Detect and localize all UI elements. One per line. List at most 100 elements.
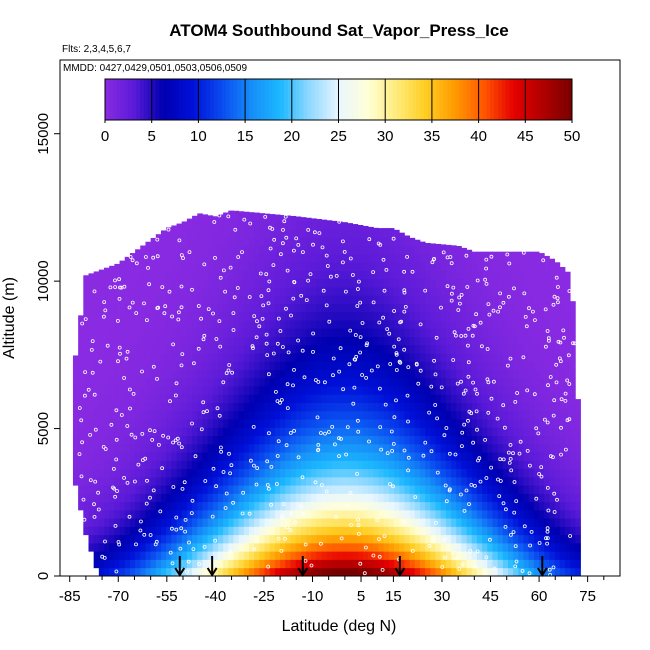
sample-point bbox=[326, 430, 331, 434]
heat-cell bbox=[259, 435, 265, 445]
heat-cell bbox=[192, 526, 198, 536]
sample-point bbox=[248, 221, 253, 226]
heat-cell bbox=[383, 287, 390, 296]
sample-point bbox=[278, 252, 283, 257]
heat-cell bbox=[124, 256, 131, 263]
heat-cell bbox=[104, 386, 110, 395]
heat-cell bbox=[440, 468, 447, 478]
heat-cell bbox=[368, 320, 374, 329]
heat-cell bbox=[476, 369, 483, 379]
heat-cell bbox=[78, 369, 84, 379]
heat-cell bbox=[502, 270, 509, 280]
heat-cell bbox=[378, 485, 385, 494]
sample-point bbox=[364, 343, 369, 348]
heat-cell bbox=[508, 402, 514, 412]
colorbar-tick-label: 30 bbox=[377, 128, 394, 145]
heat-cell bbox=[166, 386, 172, 395]
heat-cell bbox=[482, 320, 488, 329]
heat-cell bbox=[544, 402, 550, 412]
heat-cell bbox=[269, 518, 276, 527]
heat-cell bbox=[347, 328, 354, 337]
heat-cell bbox=[176, 377, 183, 387]
heat-cell bbox=[508, 542, 514, 552]
heat-cell bbox=[192, 435, 198, 445]
heat-cell bbox=[451, 452, 457, 461]
heat-cell bbox=[383, 336, 390, 346]
heat-cell bbox=[233, 386, 240, 395]
heat-cell bbox=[404, 419, 410, 428]
heat-cell bbox=[528, 518, 535, 527]
heat-cell bbox=[124, 262, 131, 271]
heat-cell bbox=[492, 518, 499, 527]
heat-cell bbox=[228, 542, 234, 552]
heat-cell bbox=[373, 518, 379, 527]
heat-cell bbox=[513, 344, 519, 354]
heat-cell bbox=[482, 336, 488, 346]
heat-cell bbox=[259, 443, 265, 453]
heat-cell bbox=[88, 435, 95, 445]
sample-point bbox=[185, 570, 189, 574]
heat-cell bbox=[476, 551, 483, 560]
heat-cell bbox=[357, 254, 364, 263]
heat-cell bbox=[311, 485, 317, 494]
heat-cell bbox=[93, 452, 100, 461]
heat-cell bbox=[264, 542, 271, 552]
heat-cell bbox=[564, 419, 571, 428]
heat-cell bbox=[223, 278, 229, 288]
heat-cell bbox=[404, 452, 410, 461]
heat-cell bbox=[207, 534, 214, 544]
heat-cell bbox=[140, 295, 146, 304]
heat-cell bbox=[155, 443, 162, 453]
heat-cell bbox=[228, 320, 234, 329]
heat-cell bbox=[192, 320, 198, 329]
heat-cell bbox=[559, 377, 566, 387]
heat-cell bbox=[316, 419, 322, 428]
colorbar-segment bbox=[490, 79, 495, 120]
heat-cell bbox=[311, 336, 317, 346]
sample-point bbox=[463, 333, 468, 338]
colorbar-segment bbox=[365, 79, 371, 120]
heat-cell bbox=[306, 435, 312, 445]
heat-cell bbox=[362, 287, 369, 296]
heat-cell bbox=[114, 361, 120, 370]
heat-cell bbox=[435, 443, 442, 453]
heat-cell bbox=[166, 320, 172, 329]
sample-point bbox=[525, 448, 530, 453]
heat-cell bbox=[414, 336, 421, 346]
heat-cell bbox=[176, 551, 183, 560]
heat-cell bbox=[135, 501, 141, 511]
heat-cell bbox=[197, 493, 203, 503]
heat-cell bbox=[337, 559, 343, 569]
heat-cell bbox=[456, 460, 462, 470]
heat-cell bbox=[300, 295, 307, 304]
heat-cell bbox=[316, 509, 322, 519]
heat-cell bbox=[269, 443, 276, 453]
heat-cell bbox=[155, 419, 162, 428]
heat-cell bbox=[347, 468, 354, 478]
heat-cell bbox=[212, 567, 219, 576]
heat-cell bbox=[150, 295, 157, 304]
heat-cell bbox=[513, 386, 519, 395]
sample-points-layer bbox=[77, 213, 577, 576]
heat-cell bbox=[207, 452, 214, 461]
heat-cell bbox=[155, 353, 162, 362]
heat-cell bbox=[456, 551, 462, 560]
heat-cell bbox=[207, 551, 214, 560]
heat-cell bbox=[119, 526, 126, 536]
sample-point bbox=[114, 408, 119, 413]
heat-cell bbox=[326, 493, 333, 503]
heat-cell bbox=[109, 311, 115, 321]
heat-cell bbox=[228, 237, 234, 247]
heat-cell bbox=[274, 468, 281, 478]
heat-cell bbox=[414, 518, 421, 527]
heat-cell bbox=[368, 435, 374, 445]
sample-point bbox=[155, 254, 160, 259]
colorbar-segment bbox=[548, 79, 554, 120]
heat-cell bbox=[192, 460, 198, 470]
heat-cell bbox=[228, 518, 234, 527]
heat-cell bbox=[487, 361, 493, 370]
heat-cell bbox=[383, 551, 390, 560]
heat-cell bbox=[259, 311, 265, 321]
heat-cell bbox=[104, 493, 110, 503]
sample-point bbox=[452, 330, 457, 335]
